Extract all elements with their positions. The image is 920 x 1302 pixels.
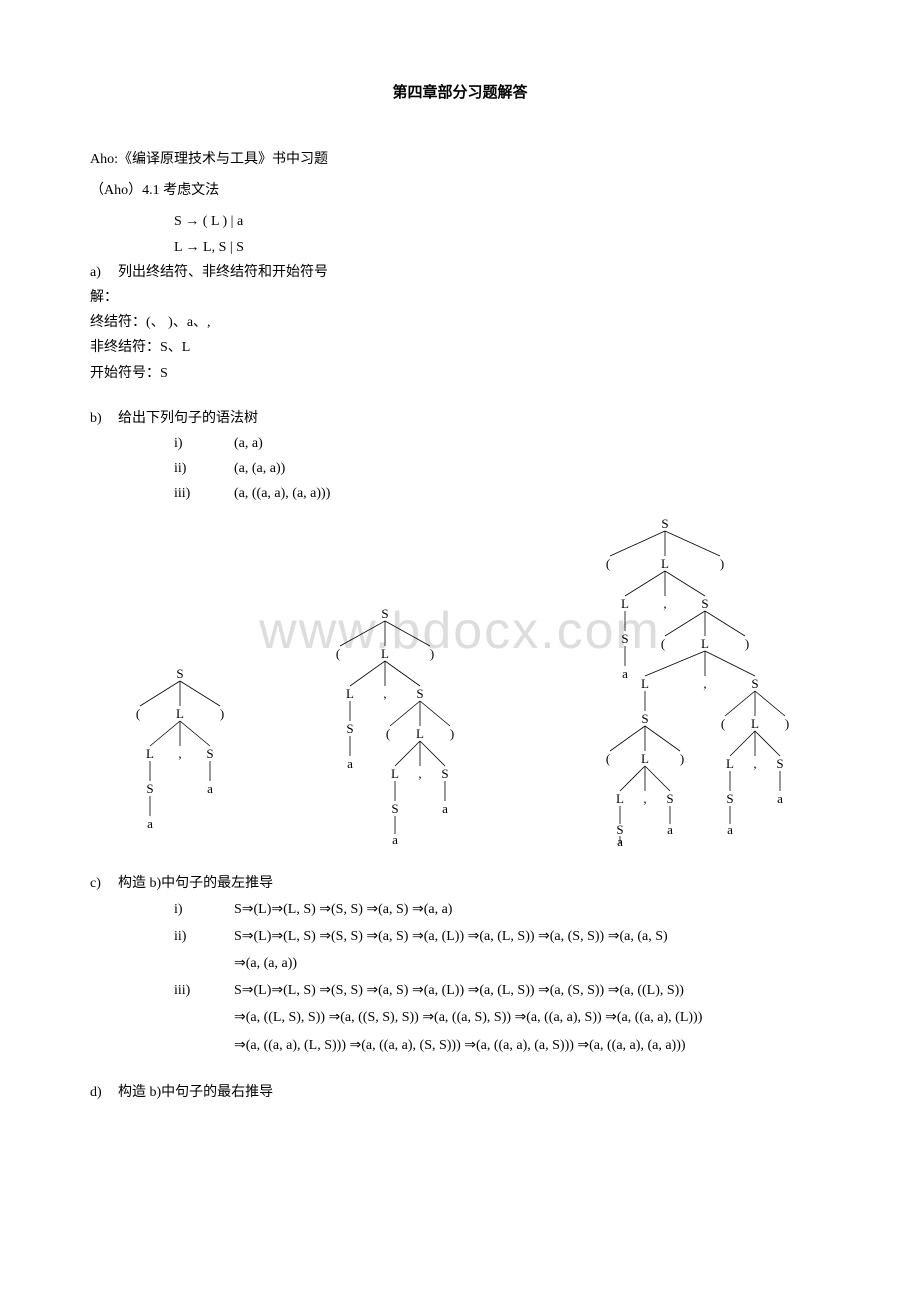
svg-text:,: , bbox=[418, 766, 421, 781]
svg-text:): ) bbox=[220, 706, 224, 721]
svg-text:a: a bbox=[617, 834, 623, 846]
svg-text:): ) bbox=[430, 646, 434, 661]
svg-text:S: S bbox=[146, 781, 153, 796]
svg-text:): ) bbox=[720, 556, 724, 571]
svg-text:,: , bbox=[178, 746, 181, 761]
part-a-sol3: 开始符号：S bbox=[90, 361, 830, 386]
b-ii-val: (a, (a, a)) bbox=[234, 456, 285, 481]
part-d-label: d) bbox=[90, 1080, 118, 1105]
grammar-rule-1: S → ( L ) | a bbox=[90, 209, 830, 234]
c-ii-label: ii) bbox=[174, 924, 234, 949]
svg-text:L: L bbox=[661, 556, 669, 571]
svg-text:): ) bbox=[745, 636, 749, 651]
problem-ref: （Aho）4.1 考虑文法 bbox=[90, 178, 830, 203]
svg-text:S: S bbox=[751, 676, 758, 691]
svg-text:a: a bbox=[727, 822, 733, 837]
part-c-text: 构造 b)中句子的最左推导 bbox=[118, 871, 273, 896]
svg-text:S: S bbox=[206, 746, 213, 761]
svg-text:(: ( bbox=[336, 646, 340, 661]
b-ii-label: ii) bbox=[174, 456, 234, 481]
svg-text:S: S bbox=[416, 686, 423, 701]
b-i-label: i) bbox=[174, 431, 234, 456]
svg-text:a: a bbox=[392, 832, 398, 846]
b-iii-label: iii) bbox=[174, 481, 234, 506]
page-title: 第四章部分习题解答 bbox=[90, 80, 830, 107]
svg-text:(: ( bbox=[606, 556, 610, 571]
svg-text:(: ( bbox=[661, 636, 665, 651]
svg-text:L: L bbox=[346, 686, 354, 701]
part-a-sol2: 非终结符：S、L bbox=[90, 335, 830, 360]
svg-text:a: a bbox=[667, 822, 673, 837]
svg-text:L: L bbox=[616, 791, 624, 806]
svg-text:L: L bbox=[726, 756, 734, 771]
svg-text:S: S bbox=[666, 791, 673, 806]
c-iii-body2: ⇒(a, ((L, S), S)) ⇒(a, ((S, S), S)) ⇒(a,… bbox=[234, 1010, 702, 1025]
c-i-label: i) bbox=[174, 897, 234, 922]
svg-text:): ) bbox=[450, 726, 454, 741]
svg-text:L: L bbox=[701, 636, 709, 651]
svg-text:L: L bbox=[381, 646, 389, 661]
svg-text:S: S bbox=[661, 516, 668, 531]
part-a-label: a) bbox=[90, 260, 118, 285]
solution-label: 解： bbox=[90, 285, 830, 310]
svg-text:S: S bbox=[346, 721, 353, 736]
c-iii-body1: S⇒(L)⇒(L, S) ⇒(S, S) ⇒(a, S) ⇒(a, (L)) ⇒… bbox=[234, 983, 684, 998]
parse-trees: S ( L) L, S Sa a S ( L) L, S S ( L) a L, S Sa … bbox=[90, 516, 830, 846]
svg-text:S: S bbox=[641, 711, 648, 726]
part-b-text: 给出下列句子的语法树 bbox=[118, 406, 258, 431]
svg-text:,: , bbox=[383, 686, 386, 701]
svg-text:): ) bbox=[785, 716, 789, 731]
svg-text:): ) bbox=[680, 751, 684, 766]
part-a-text: 列出终结符、非终结符和开始符号 bbox=[118, 260, 328, 285]
c-ii-body1: S⇒(L)⇒(L, S) ⇒(S, S) ⇒(a, S) ⇒(a, (L)) ⇒… bbox=[234, 929, 668, 944]
tree-i: S ( L) L, S Sa a bbox=[120, 666, 240, 846]
part-b-label: b) bbox=[90, 406, 118, 431]
svg-text:S: S bbox=[176, 666, 183, 681]
svg-text:,: , bbox=[643, 791, 646, 806]
svg-text:L: L bbox=[621, 596, 629, 611]
svg-text:S: S bbox=[726, 791, 733, 806]
svg-text:,: , bbox=[703, 676, 706, 691]
svg-text:(: ( bbox=[606, 751, 610, 766]
svg-text:S: S bbox=[381, 606, 388, 621]
svg-text:(: ( bbox=[386, 726, 390, 741]
svg-text:S: S bbox=[701, 596, 708, 611]
svg-text:S: S bbox=[776, 756, 783, 771]
tree-ii: S ( L) L, S S ( L) a L, S Sa a bbox=[300, 606, 470, 846]
svg-text:L: L bbox=[146, 746, 154, 761]
b-iii-val: (a, ((a, a), (a, a))) bbox=[234, 481, 330, 506]
c-i-body: S⇒(L)⇒(L, S) ⇒(S, S) ⇒(a, S) ⇒(a, a) bbox=[234, 897, 830, 922]
part-d-text: 构造 b)中句子的最右推导 bbox=[118, 1080, 273, 1105]
svg-text:L: L bbox=[391, 766, 399, 781]
intro-line: Aho:《编译原理技术与工具》书中习题 bbox=[90, 147, 830, 172]
c-iii-body3: ⇒(a, ((a, a), (L, S))) ⇒(a, ((a, a), (S,… bbox=[234, 1038, 686, 1053]
svg-text:L: L bbox=[176, 706, 184, 721]
svg-text:,: , bbox=[663, 596, 666, 611]
b-i-val: (a, a) bbox=[234, 431, 263, 456]
svg-text:a: a bbox=[777, 791, 783, 806]
svg-text:S: S bbox=[391, 801, 398, 816]
svg-text:L: L bbox=[641, 676, 649, 691]
tree-iii: S (L) L,S S (L) a L,S S (L) (L) L,S L,S … bbox=[530, 516, 800, 846]
grammar-rule-2: L → L, S | S bbox=[90, 235, 830, 260]
part-c-label: c) bbox=[90, 871, 118, 896]
svg-text:(: ( bbox=[136, 706, 140, 721]
c-ii-body2: ⇒(a, (a, a)) bbox=[234, 956, 297, 971]
svg-text:S: S bbox=[621, 631, 628, 646]
svg-text:S: S bbox=[441, 766, 448, 781]
svg-text:(: ( bbox=[721, 716, 725, 731]
svg-text:a: a bbox=[147, 816, 153, 831]
svg-text:L: L bbox=[751, 716, 759, 731]
svg-text:a: a bbox=[442, 801, 448, 816]
svg-text:L: L bbox=[416, 726, 424, 741]
svg-text:a: a bbox=[207, 781, 213, 796]
svg-text:a: a bbox=[347, 756, 353, 771]
svg-text:a: a bbox=[622, 666, 628, 681]
svg-text:L: L bbox=[641, 751, 649, 766]
svg-text:,: , bbox=[753, 756, 756, 771]
c-iii-label: iii) bbox=[174, 978, 234, 1003]
part-a-sol1: 终结符：(、 )、a、, bbox=[90, 310, 830, 335]
